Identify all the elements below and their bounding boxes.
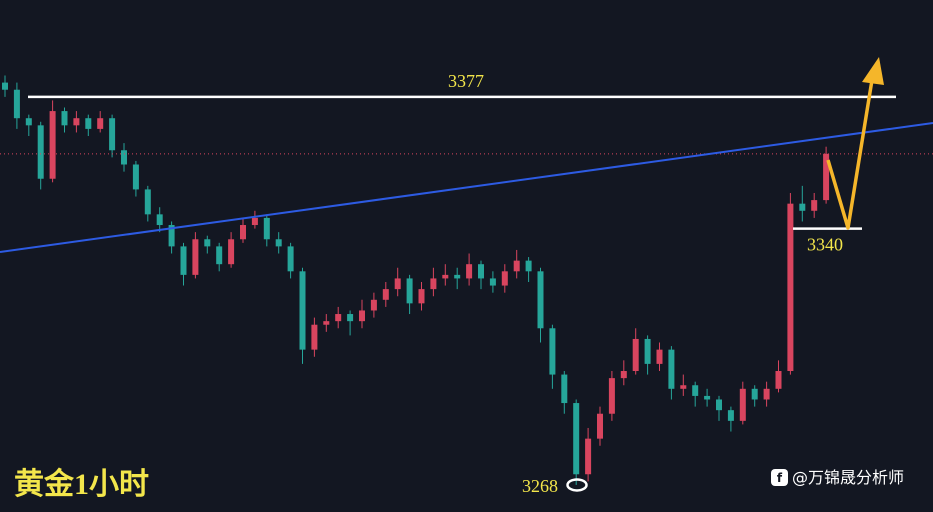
levels: 3377 3340 3268 bbox=[28, 71, 896, 496]
candle-body bbox=[359, 310, 365, 322]
candle-body bbox=[739, 388, 746, 421]
candle-body bbox=[716, 399, 722, 411]
candle-body bbox=[251, 217, 258, 226]
candle-body bbox=[823, 153, 830, 201]
forecast-arrow bbox=[826, 57, 884, 230]
candle-body bbox=[704, 395, 711, 400]
chart-title: 黄金1小时 bbox=[14, 467, 149, 501]
candle-body bbox=[632, 338, 639, 372]
candle-body bbox=[466, 264, 473, 279]
candle-body bbox=[525, 260, 532, 272]
candle-body bbox=[240, 225, 246, 240]
candle-body bbox=[597, 413, 603, 439]
candle-body bbox=[608, 378, 615, 414]
candle-body bbox=[692, 385, 699, 396]
candle-body bbox=[680, 385, 687, 389]
candle-body bbox=[489, 278, 496, 286]
candle-body bbox=[192, 239, 199, 275]
candle-body bbox=[25, 118, 32, 126]
candle-body bbox=[13, 89, 20, 119]
candle-body bbox=[132, 164, 139, 190]
candle-body bbox=[287, 246, 294, 272]
candle-body bbox=[454, 274, 461, 279]
arrow-path bbox=[826, 79, 874, 230]
candle-body bbox=[168, 225, 175, 247]
candle-body bbox=[180, 246, 187, 275]
candle-body bbox=[418, 289, 425, 304]
candle-body bbox=[73, 118, 80, 126]
candle-body bbox=[97, 118, 104, 129]
candle-body bbox=[406, 278, 413, 304]
candle-body bbox=[430, 278, 437, 290]
candle-body bbox=[144, 189, 151, 215]
arrow-head bbox=[862, 57, 884, 85]
candle-body bbox=[775, 371, 782, 389]
candle-body bbox=[644, 338, 651, 364]
candle-body bbox=[811, 200, 818, 211]
candle-body bbox=[656, 349, 663, 364]
candle-body bbox=[478, 264, 484, 279]
candle-body bbox=[37, 125, 44, 179]
candle-body bbox=[49, 111, 56, 179]
candles bbox=[0, 75, 933, 485]
candle-body bbox=[109, 118, 116, 151]
candle-body bbox=[228, 239, 235, 265]
candle-body bbox=[204, 239, 211, 247]
candle-body bbox=[323, 321, 330, 325]
candle-body bbox=[370, 299, 377, 311]
candle-body bbox=[513, 260, 520, 272]
candle-body bbox=[501, 271, 508, 286]
watermark-icon bbox=[771, 469, 788, 486]
candle-body bbox=[561, 374, 568, 404]
candle-body bbox=[347, 314, 354, 322]
candle-body bbox=[216, 246, 223, 265]
candle-body bbox=[156, 214, 163, 226]
candle-body bbox=[61, 111, 68, 126]
candle-body bbox=[799, 203, 806, 211]
candle-body bbox=[787, 203, 794, 372]
candle-body bbox=[394, 278, 401, 290]
candle-body bbox=[382, 289, 389, 300]
candle-body bbox=[121, 150, 127, 165]
candle-body bbox=[85, 118, 92, 129]
candle-body bbox=[2, 82, 8, 90]
resistance-label: 3377 bbox=[448, 71, 484, 91]
support-label: 3340 bbox=[807, 235, 843, 255]
trend-line bbox=[0, 122, 933, 253]
low-label: 3268 bbox=[522, 476, 558, 496]
candle-body bbox=[537, 271, 544, 329]
candle-body bbox=[585, 438, 592, 475]
watermark: @万锦晟分析师 bbox=[792, 468, 904, 487]
watermark-icon-glyph: f bbox=[777, 471, 783, 485]
candle-body bbox=[549, 328, 556, 375]
candle-body bbox=[311, 324, 318, 350]
candle-body bbox=[573, 403, 580, 475]
candle-body bbox=[299, 271, 306, 350]
candle-body bbox=[335, 314, 342, 322]
candle-body bbox=[763, 388, 770, 400]
low-marker bbox=[566, 478, 588, 492]
candle-body bbox=[263, 217, 270, 240]
candle-body bbox=[727, 410, 734, 421]
watermark-group: f @万锦晟分析师 bbox=[771, 468, 904, 487]
candle-body bbox=[751, 388, 758, 400]
candle-body bbox=[275, 239, 282, 247]
candle-body bbox=[620, 371, 627, 379]
candle-body bbox=[442, 274, 449, 279]
candle-body bbox=[668, 349, 675, 389]
